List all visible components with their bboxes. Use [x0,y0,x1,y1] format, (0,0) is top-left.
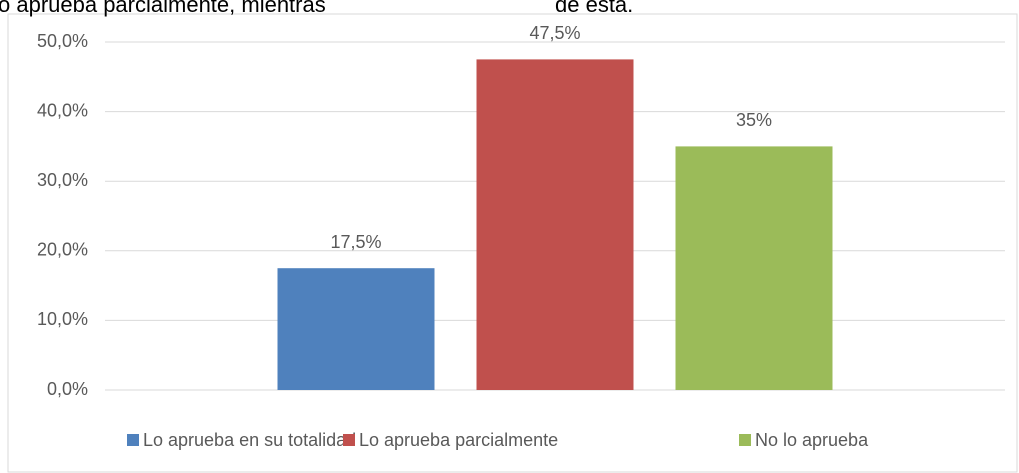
bar [675,146,833,390]
bar [277,268,435,390]
legend-swatch [127,434,139,446]
cut-off-text: o aprueba parcialmente, mientras [0,0,326,17]
data-label: 17,5% [330,232,381,252]
data-label: 47,5% [529,23,580,43]
y-tick-label: 0,0% [47,379,88,399]
y-tick-label: 20,0% [37,240,88,260]
y-tick-label: 40,0% [37,100,88,120]
y-tick-label: 30,0% [37,170,88,190]
cut-off-text: de esta. [555,0,633,17]
data-label: 35% [736,110,772,130]
y-tick-label: 50,0% [37,31,88,51]
legend-swatch [739,434,751,446]
legend-swatch [343,434,355,446]
legend-label: No lo aprueba [755,430,869,450]
legend-label: Lo aprueba en su totalidad [143,430,356,450]
y-tick-label: 10,0% [37,309,88,329]
legend-label: Lo aprueba parcialmente [359,430,558,450]
bar [476,59,634,391]
